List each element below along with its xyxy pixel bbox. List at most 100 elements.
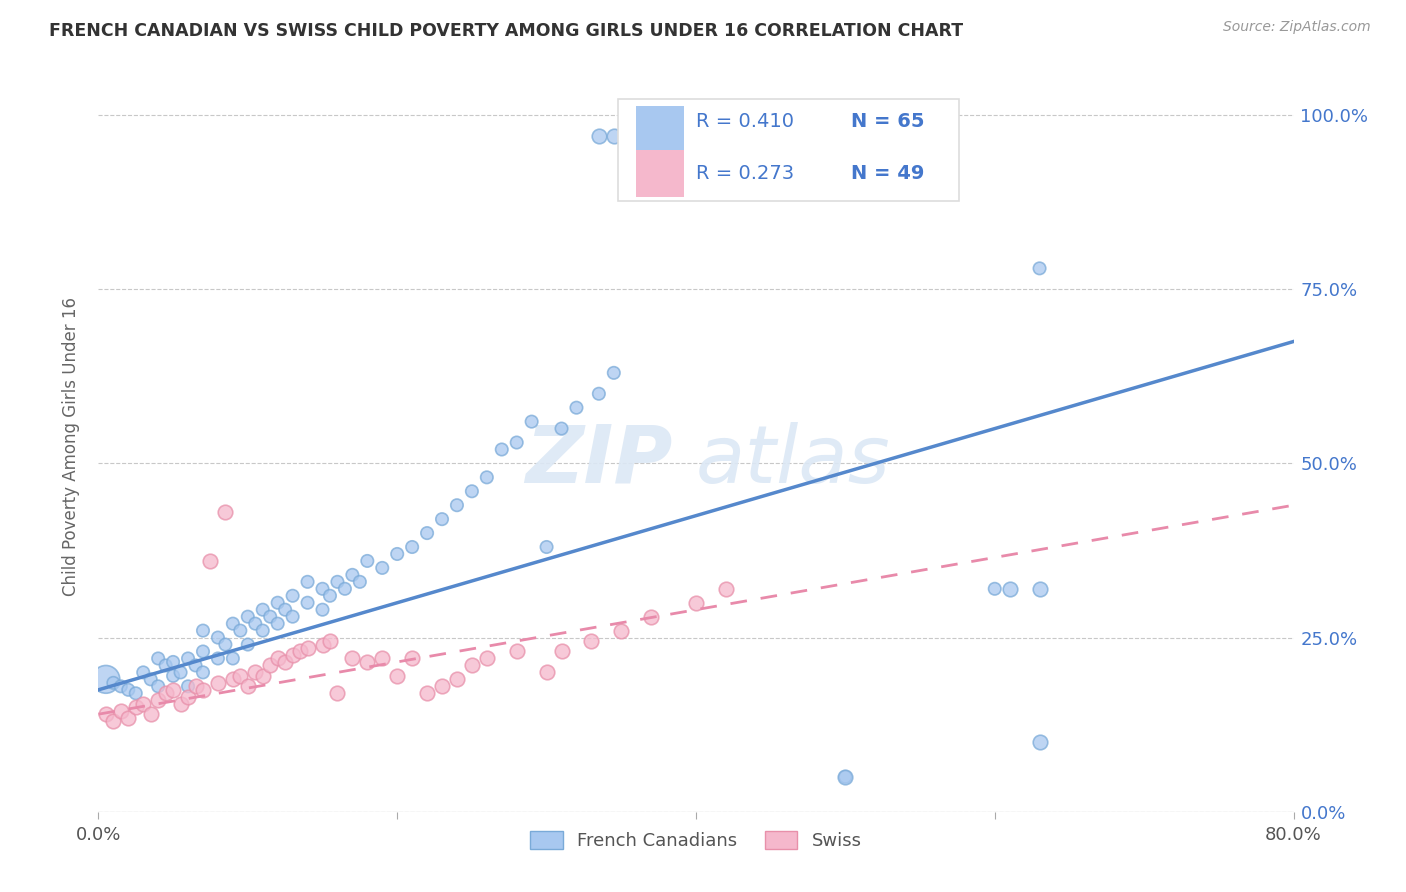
Point <box>125 686 148 700</box>
Point <box>349 574 371 589</box>
Point <box>148 693 170 707</box>
Point <box>200 554 222 568</box>
Point <box>998 582 1021 596</box>
Point <box>311 603 333 617</box>
Point <box>1028 735 1050 749</box>
Point <box>640 609 662 624</box>
Point <box>245 616 267 631</box>
Text: ZIP: ZIP <box>524 422 672 500</box>
Point <box>506 435 529 450</box>
Point <box>550 644 572 658</box>
Point <box>259 609 281 624</box>
Point <box>430 679 453 693</box>
Point <box>565 401 588 415</box>
Point <box>252 603 274 617</box>
Point <box>125 700 148 714</box>
Point <box>191 624 214 638</box>
Point <box>311 582 333 596</box>
Point <box>177 651 200 665</box>
Point <box>281 648 304 662</box>
Point <box>214 638 236 652</box>
Point <box>475 651 498 665</box>
Point <box>430 512 453 526</box>
Text: N = 49: N = 49 <box>852 163 925 183</box>
Point <box>834 770 856 784</box>
Point <box>356 554 378 568</box>
FancyBboxPatch shape <box>619 99 959 201</box>
Point <box>162 682 184 697</box>
Point <box>148 651 170 665</box>
Point <box>267 596 290 610</box>
Point <box>984 582 1007 596</box>
Point <box>461 658 484 673</box>
Point <box>177 690 200 704</box>
Text: atlas: atlas <box>696 422 891 500</box>
Point <box>475 470 498 484</box>
Point <box>342 651 364 665</box>
Point <box>550 421 572 435</box>
Point <box>297 640 319 655</box>
Point <box>491 442 513 457</box>
Point <box>169 665 191 680</box>
Point <box>139 673 162 687</box>
Point <box>191 682 214 697</box>
Point <box>297 574 319 589</box>
Point <box>603 128 626 143</box>
Point <box>588 386 610 401</box>
Point <box>236 609 259 624</box>
Point <box>319 589 342 603</box>
Text: N = 65: N = 65 <box>852 112 925 131</box>
Point <box>162 655 184 669</box>
Point <box>139 707 162 722</box>
Point <box>371 561 394 575</box>
Point <box>281 589 304 603</box>
Point <box>117 711 139 725</box>
Point <box>401 540 423 554</box>
Point <box>169 697 191 711</box>
Point <box>177 679 200 693</box>
Y-axis label: Child Poverty Among Girls Under 16: Child Poverty Among Girls Under 16 <box>62 296 80 596</box>
Point <box>416 526 439 541</box>
Text: FRENCH CANADIAN VS SWISS CHILD POVERTY AMONG GIRLS UNDER 16 CORRELATION CHART: FRENCH CANADIAN VS SWISS CHILD POVERTY A… <box>49 22 963 40</box>
Point <box>834 770 856 784</box>
Point <box>385 669 409 683</box>
Point <box>461 484 484 499</box>
Point <box>446 673 468 687</box>
Point <box>103 676 125 690</box>
Point <box>333 582 356 596</box>
Point <box>132 697 155 711</box>
Point <box>236 638 259 652</box>
Point <box>155 686 177 700</box>
Point <box>588 128 610 143</box>
Point <box>506 644 529 658</box>
Point <box>162 669 184 683</box>
Point <box>356 655 378 669</box>
Text: R = 0.273: R = 0.273 <box>696 163 794 183</box>
Point <box>326 574 349 589</box>
Point <box>274 655 297 669</box>
Point <box>342 567 364 582</box>
Point <box>245 665 267 680</box>
Point <box>603 366 626 380</box>
Point <box>252 624 274 638</box>
Point <box>520 415 543 429</box>
Point <box>371 651 394 665</box>
Point <box>446 498 468 512</box>
Point <box>267 651 290 665</box>
Point <box>1028 582 1050 596</box>
Point <box>94 707 117 722</box>
Point <box>155 658 177 673</box>
Point <box>184 679 207 693</box>
Point <box>581 634 603 648</box>
Point <box>110 679 132 693</box>
Point <box>191 644 214 658</box>
Point <box>110 704 132 718</box>
Point <box>536 540 558 554</box>
Point <box>229 669 252 683</box>
Point <box>536 665 558 680</box>
Point <box>297 596 319 610</box>
Point <box>229 624 252 638</box>
Point <box>610 624 633 638</box>
Point <box>222 651 245 665</box>
Point <box>207 631 229 645</box>
